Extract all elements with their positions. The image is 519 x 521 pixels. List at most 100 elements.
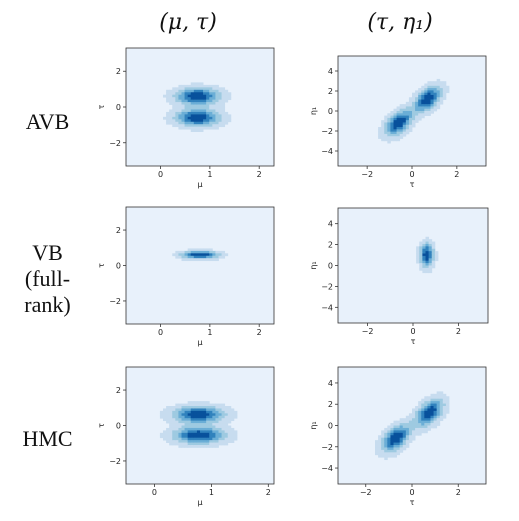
- density-cell: [390, 435, 394, 439]
- density-cell: [224, 415, 229, 419]
- density-cell: [212, 420, 216, 424]
- density-cell: [424, 408, 428, 412]
- density-cell: [227, 92, 232, 96]
- density-cell: [178, 104, 182, 108]
- density-cell: [193, 420, 198, 424]
- density-cell: [396, 452, 401, 456]
- density-cell: [190, 109, 195, 113]
- density-cell: [200, 248, 204, 252]
- density-cell: [215, 94, 219, 98]
- density-cell: [436, 94, 441, 98]
- density-cell: [206, 425, 210, 429]
- density-cell: [193, 432, 198, 436]
- density-cell: [425, 243, 430, 247]
- density-cell: [396, 425, 401, 429]
- density-cell: [175, 109, 179, 113]
- density-cell: [387, 452, 391, 456]
- density-cell: [421, 97, 425, 100]
- density-cell: [416, 253, 420, 257]
- density-cell: [402, 104, 407, 107]
- density-cell: [422, 243, 426, 247]
- density-cell: [175, 420, 179, 424]
- density-cell: [218, 94, 222, 98]
- density-cell: [381, 124, 385, 128]
- density-cell: [427, 413, 431, 417]
- density-cell: [412, 124, 416, 128]
- density-cell: [419, 267, 423, 271]
- density-cell: [187, 408, 192, 412]
- density-cell: [384, 136, 388, 139]
- density-cell: [419, 260, 423, 264]
- density-cell: [166, 121, 170, 125]
- density-cell: [196, 102, 201, 105]
- density-cell: [190, 413, 195, 417]
- density-cell: [424, 94, 428, 98]
- density-cell: [425, 253, 430, 257]
- density-cell: [439, 393, 444, 397]
- density-cell: [442, 88, 447, 91]
- density-cell: [184, 440, 189, 443]
- density-cell: [169, 423, 173, 426]
- density-cell: [384, 427, 388, 431]
- density-cell: [172, 111, 176, 115]
- density-cell: [418, 401, 422, 404]
- density-cell: [175, 408, 179, 412]
- density-cell: [227, 440, 232, 443]
- density-cell: [415, 120, 419, 123]
- density-cell: [402, 127, 407, 130]
- density-cell: [399, 131, 404, 135]
- density-cell: [439, 403, 444, 407]
- density-cell: [203, 408, 207, 412]
- density-cell: [215, 437, 219, 441]
- density-cell: [221, 111, 226, 115]
- density-cell: [221, 410, 226, 414]
- density-cell: [159, 413, 164, 417]
- density-cell: [209, 87, 213, 91]
- density-cell: [399, 437, 404, 441]
- density-cell: [203, 442, 207, 446]
- density-cell: [196, 406, 201, 409]
- density-cell: [178, 437, 182, 441]
- density-cell: [206, 126, 210, 130]
- density-cell: [445, 403, 450, 407]
- density-cell: [421, 99, 425, 103]
- density-cell: [433, 396, 438, 400]
- density-cell: [203, 94, 207, 98]
- density-cell: [424, 420, 428, 424]
- density-cell: [227, 425, 232, 429]
- density-cell: [187, 403, 192, 407]
- density-cell: [178, 116, 182, 120]
- density-cell: [433, 393, 438, 397]
- density-cell: [178, 119, 182, 123]
- density-cell: [424, 403, 428, 407]
- density-cell: [227, 116, 232, 120]
- density-cell: [218, 119, 222, 123]
- density-cell: [196, 420, 201, 424]
- density-cell: [209, 427, 213, 431]
- density-cell: [193, 99, 198, 103]
- density-cell: [221, 430, 226, 434]
- density-cell: [418, 420, 422, 424]
- density-cell: [416, 248, 420, 252]
- density-cell: [433, 398, 438, 402]
- density-cell: [193, 126, 198, 130]
- density-cell: [200, 403, 204, 407]
- density-cell: [227, 437, 232, 441]
- density-cell: [203, 427, 207, 431]
- density-cell: [209, 406, 213, 409]
- density-cell: [184, 116, 189, 120]
- density-cell: [172, 253, 176, 257]
- density-cell: [378, 435, 382, 439]
- density-cell: [209, 435, 213, 439]
- density-cell: [190, 253, 195, 257]
- density-cell: [381, 129, 385, 133]
- density-cell: [181, 410, 185, 414]
- density-cell: [159, 435, 164, 439]
- density-cell: [393, 115, 397, 119]
- density-cell: [427, 113, 431, 116]
- density-cell: [215, 116, 219, 120]
- density-cell: [200, 401, 204, 404]
- density-cell: [196, 89, 201, 93]
- density-cell: [418, 92, 422, 96]
